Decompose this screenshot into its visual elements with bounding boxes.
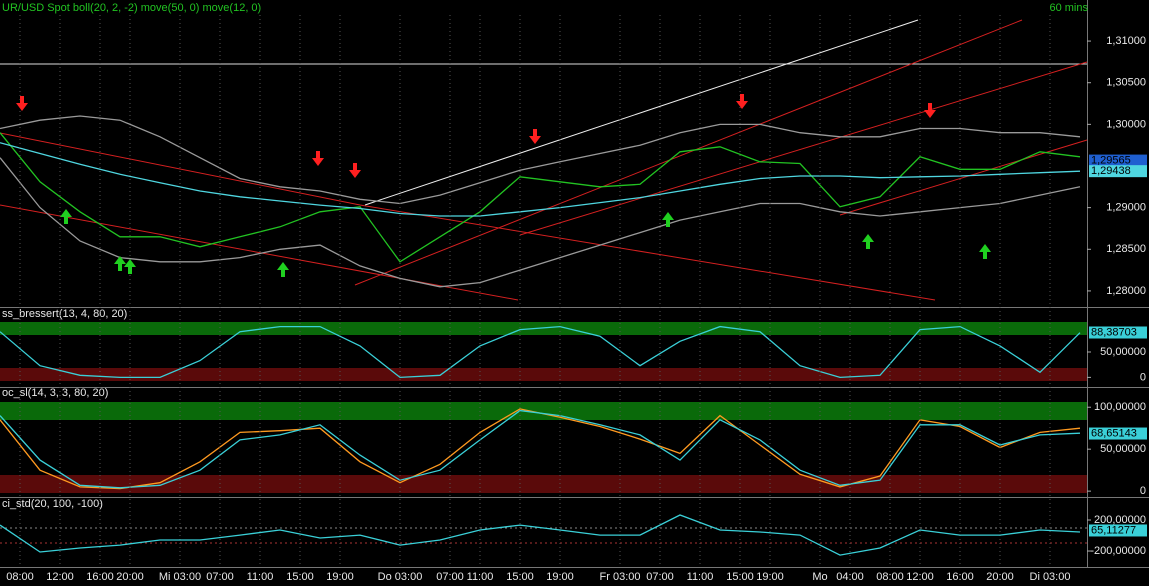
y-tick-label: 50,00000 (1100, 443, 1146, 455)
sell-arrow (349, 163, 361, 178)
x-tick-label: 16:00 (946, 571, 974, 583)
y-tick-label: 1,29000 (1106, 202, 1146, 214)
x-tick-label: Mi 03:00 (159, 571, 201, 583)
buy-arrow (277, 262, 289, 277)
x-tick-label: 07:00 (206, 571, 234, 583)
x-tick-label: Fr 03:00 (600, 571, 641, 583)
current-value-label: 88,38703 (1091, 326, 1137, 338)
series-line (0, 514, 1081, 556)
series-line (0, 325, 1081, 379)
current-value-box (1089, 154, 1147, 167)
current-value-box (1089, 427, 1147, 440)
buy-arrow (662, 212, 674, 227)
overbought-zone (0, 402, 1087, 420)
x-tick-label: 11:00 (467, 571, 494, 583)
current-value-label: 65,11277 (1091, 524, 1136, 536)
buy-arrow (979, 244, 991, 259)
y-tick-label: 1,31000 (1106, 35, 1146, 47)
timeframe: 60 mins (1049, 2, 1088, 14)
current-value-label: 1,29565 (1091, 154, 1131, 166)
oversold-zone (0, 368, 1087, 381)
x-tick-label: 20:00 (116, 571, 144, 583)
trend-line (354, 19, 1023, 286)
series-line (0, 142, 1081, 217)
panel-title: ci_std(20, 100, -100) (2, 498, 103, 510)
zones (0, 322, 1087, 544)
buy-arrow (124, 259, 136, 274)
panel-title: UR/USD Spot boll(20, 2, -2) move(50, 0) … (2, 2, 261, 14)
y-tick-label: 0 (1140, 485, 1146, 497)
series-line (0, 409, 1081, 489)
sell-arrow (312, 151, 324, 166)
y-tick-label: 100,00000 (1094, 401, 1146, 413)
x-tick-label: 04:00 (836, 571, 864, 583)
y-tick-label: 1,30500 (1106, 77, 1146, 89)
y-tick-label: 1,28500 (1106, 243, 1146, 255)
x-tick-label: 08:00 (876, 571, 904, 583)
trend-line (364, 19, 919, 206)
y-tick-label: 50,00000 (1100, 346, 1146, 358)
x-tick-label: 15:00 (286, 571, 314, 583)
x-tick-label: 19:00 (756, 571, 784, 583)
panel-separators (0, 0, 1149, 568)
x-tick-label: 07:00 (646, 571, 674, 583)
x-tick-label: 15:00 (726, 571, 754, 583)
y-tick-label: -200,00000 (1090, 545, 1146, 557)
x-tick-label: 19:00 (326, 571, 354, 583)
x-tick-label: Do 03:00 (378, 571, 423, 583)
x-tick-label: 12:00 (46, 571, 74, 583)
buy-arrow (60, 209, 72, 224)
x-tick-label: 12:00 (906, 571, 934, 583)
x-tick-label: 15:00 (506, 571, 534, 583)
x-tick-label: 11:00 (247, 571, 274, 583)
sell-arrow (529, 129, 541, 144)
x-tick-label: Di 03:00 (1030, 571, 1071, 583)
current-value-label: 1,29438 (1091, 165, 1131, 177)
x-tick-label: 16:00 (86, 571, 114, 583)
trend-line (0, 132, 361, 206)
x-tick-label: 11:00 (687, 571, 714, 583)
current-value-box (1089, 326, 1147, 339)
current-value-box (1089, 165, 1147, 178)
x-tick-label: 19:00 (546, 571, 574, 583)
buy-arrow (862, 234, 874, 249)
y-tick-label: 0 (1140, 371, 1146, 383)
drawings (0, 19, 1088, 301)
current-value-label: 68,65143 (1091, 427, 1137, 439)
overbought-zone (0, 322, 1087, 335)
y-tick-label: 1,28000 (1106, 285, 1146, 297)
sell-arrow (16, 96, 28, 111)
x-tick-label: Mo (812, 571, 827, 583)
series-line (0, 157, 1081, 288)
y-tick-label: 200,00000 (1094, 514, 1146, 526)
buy-arrow (114, 256, 126, 271)
trend-line (519, 61, 1088, 236)
x-tick-label: 07:00 (436, 571, 464, 583)
sell-arrow (924, 103, 936, 118)
panel-title: oc_sl(14, 3, 3, 80, 20) (2, 387, 108, 399)
panel-title: ss_bressert(13, 4, 80, 20) (2, 308, 127, 320)
x-tick-label: 20:00 (986, 571, 1014, 583)
current-value-box (1089, 524, 1147, 537)
trend-line (359, 204, 936, 301)
trend-line (0, 204, 519, 301)
sell-arrow (736, 94, 748, 109)
x-tick-label: 08:00 (6, 571, 34, 583)
y-tick-label: 1,30000 (1106, 118, 1146, 130)
